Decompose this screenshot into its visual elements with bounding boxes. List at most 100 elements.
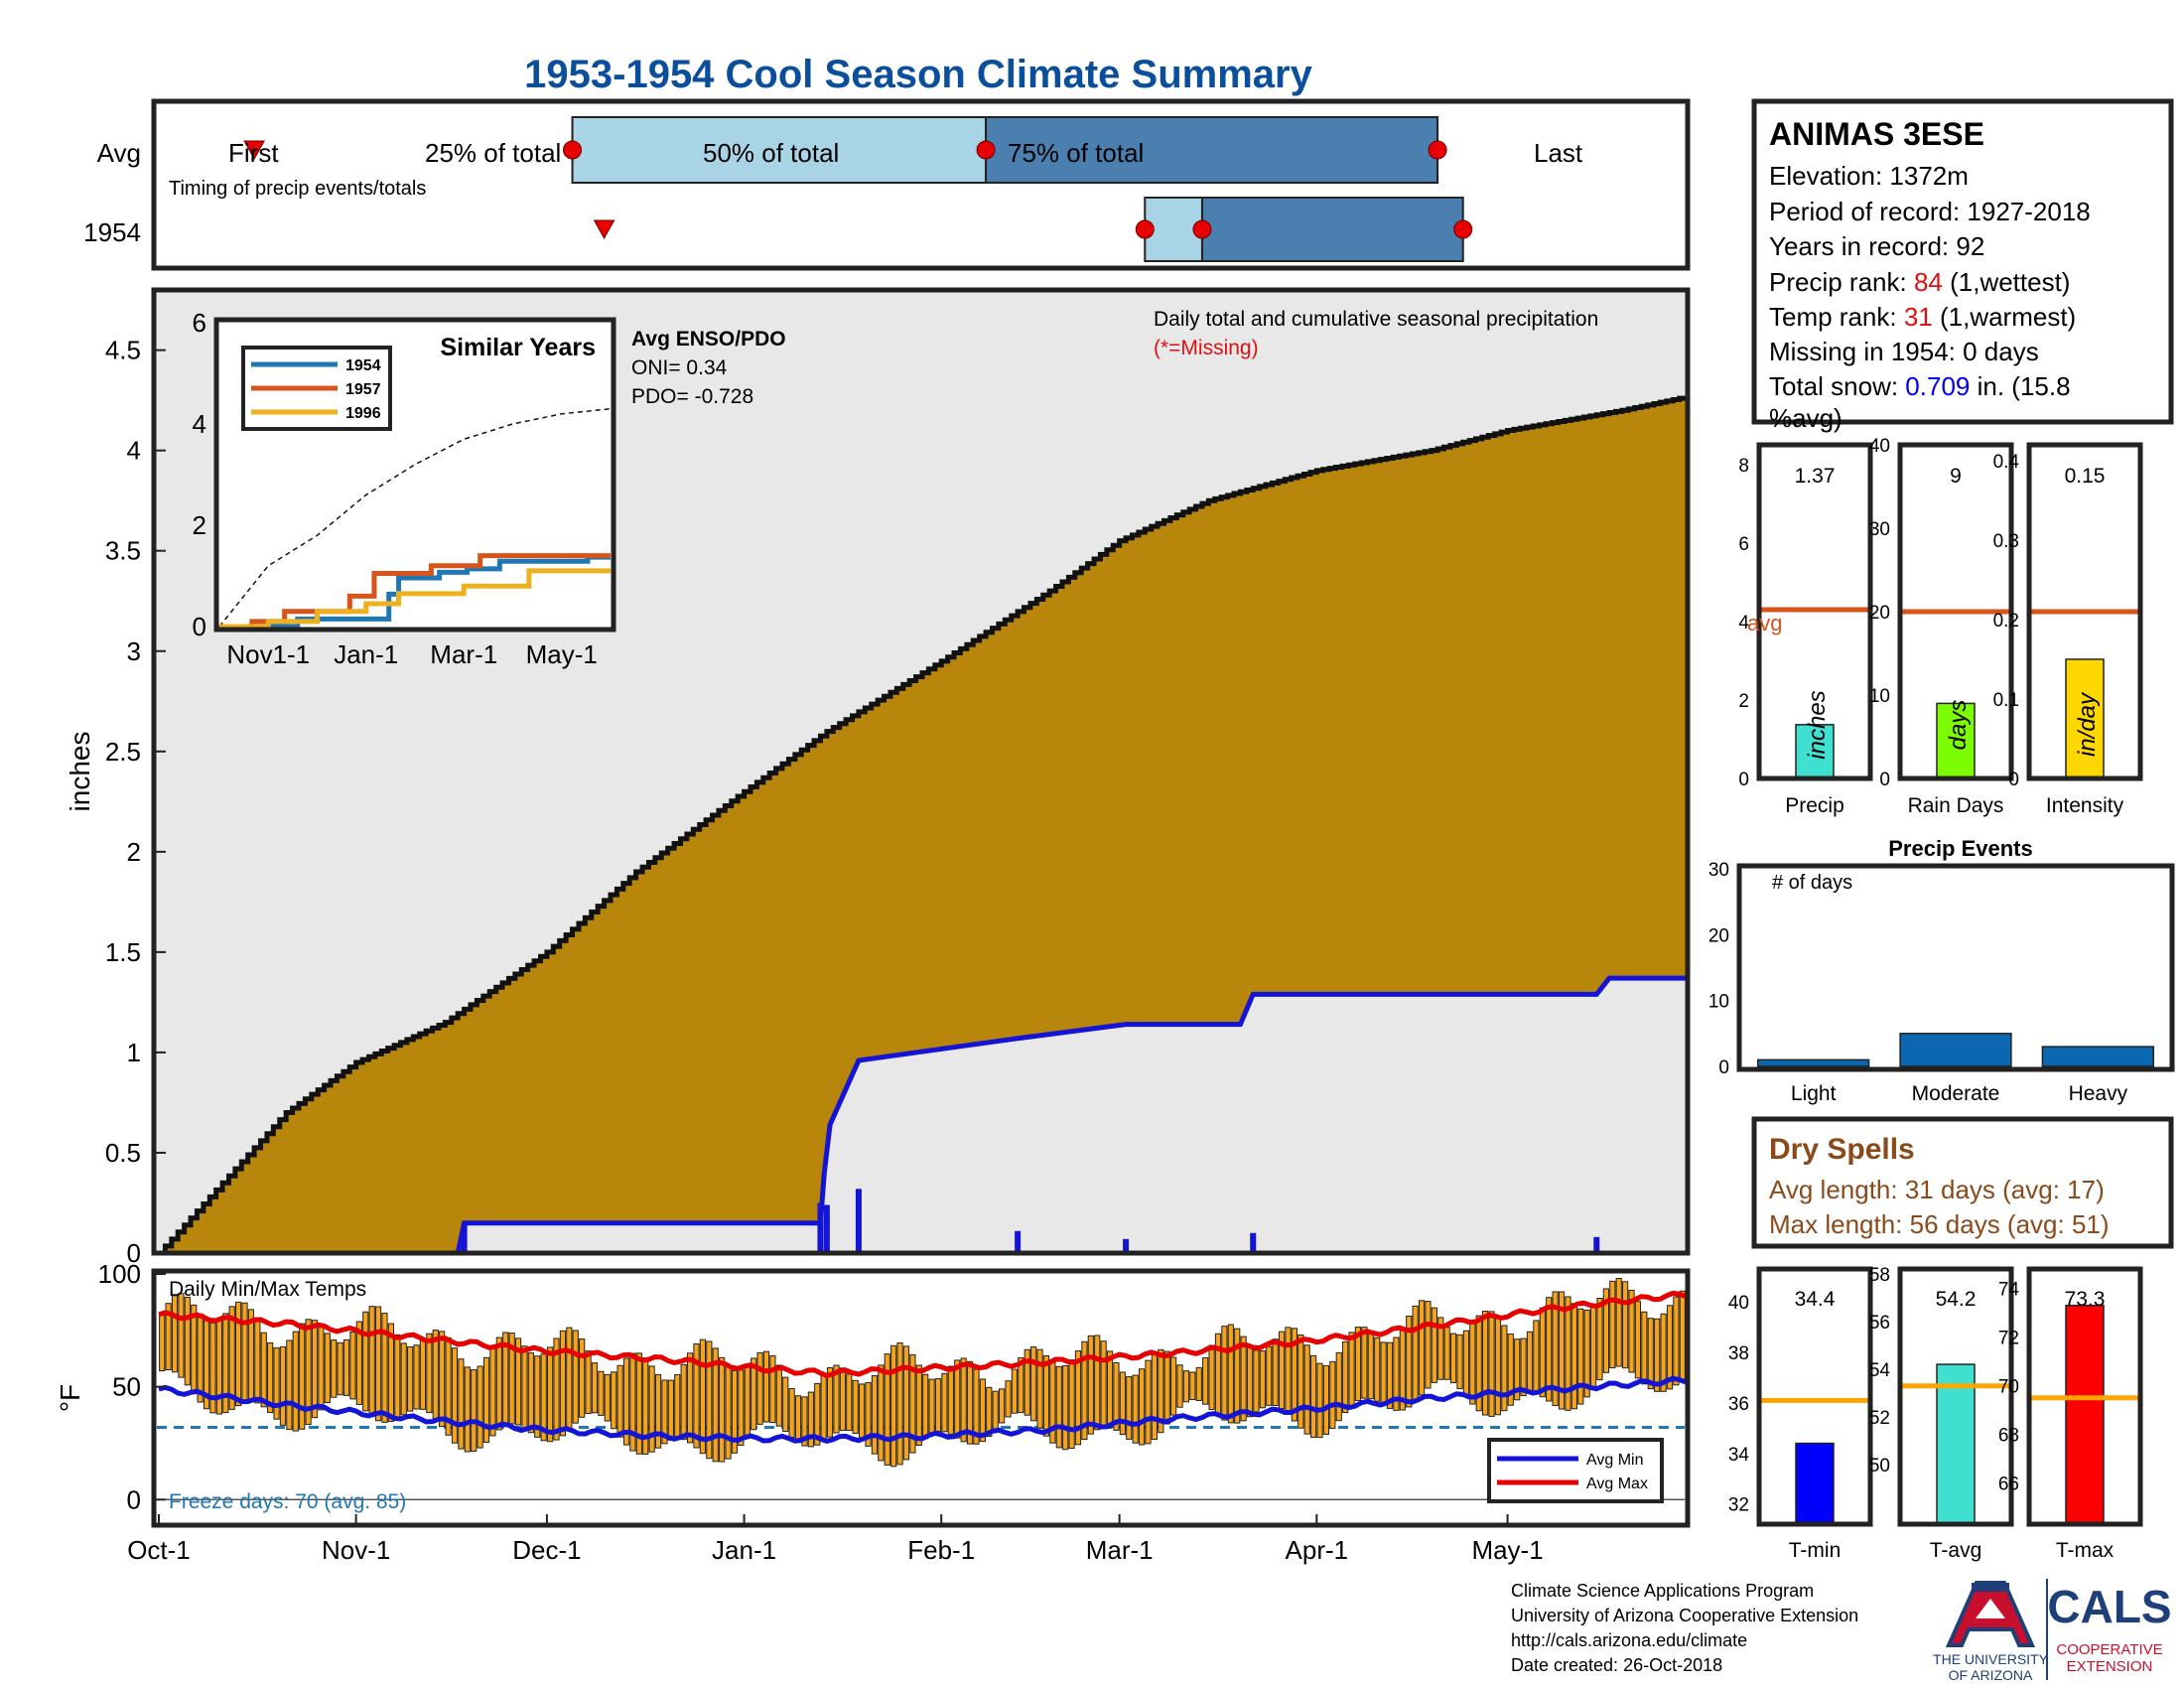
footer-line4: Date created: 26-Oct-2018 (1511, 1655, 1722, 1675)
totals-value-2: 0.15 (2065, 465, 2106, 488)
precip-ylabel: inches (65, 732, 95, 812)
temp-bar-148 (1100, 1340, 1107, 1429)
temp-bar-42 (426, 1333, 433, 1414)
temp-bar-129 (979, 1378, 986, 1443)
inset-axes: 0 2 4 6 Nov1-1 Jan-1 Mar-1 May-1 (193, 308, 598, 669)
y1954-p75-marker (1453, 219, 1473, 239)
temp-bar-143 (1068, 1359, 1075, 1449)
totals-ytick-2-2: 0.2 (1993, 611, 2019, 632)
season-cumulative-area (159, 978, 1686, 1253)
inset-xtick-label-2: Mar-1 (430, 639, 497, 669)
temp-bar-64 (566, 1327, 573, 1431)
temp-bar-126 (960, 1357, 967, 1443)
temp-bar-184 (1329, 1360, 1336, 1429)
temp-bar-159 (1170, 1356, 1177, 1416)
temp-bar-145 (1081, 1340, 1088, 1441)
temp-bar-12 (235, 1301, 242, 1407)
temp-bar-178 (1291, 1328, 1297, 1422)
totals-frame-0 (1756, 442, 1873, 781)
event-bar-heavy (2041, 1046, 2154, 1067)
temp-bar-210 (1494, 1316, 1502, 1416)
temp-bar-155 (1145, 1359, 1152, 1445)
freeze-days: Freeze days: 70 (avg. 85) (169, 1490, 406, 1513)
daily-total-bar-1 (817, 1202, 824, 1253)
temp-bar-175 (1272, 1338, 1279, 1407)
temp-bar-197 (1412, 1305, 1419, 1403)
event-label-heavy: Heavy (2069, 1082, 2128, 1105)
precip-frame (151, 287, 1691, 1256)
precip-ytick-label-9: 4.5 (105, 336, 141, 365)
station-years: Years in record: 92 (1769, 231, 1984, 261)
month-label-3: Jan-1 (712, 1535, 776, 1565)
month-label-1: Nov-1 (322, 1535, 390, 1565)
precip-panel: 0 0.5 1 1.5 2 2.5 3 3.5 4 4.5 inches Daily total … (65, 287, 1691, 1268)
timing-label-first: First (228, 138, 279, 168)
avg-box-50-75 (985, 116, 1439, 184)
temp-bar-136 (1024, 1348, 1030, 1416)
cals-line2: EXTENSION (2067, 1658, 2153, 1675)
temp-bar-65 (572, 1330, 579, 1424)
temp-bar-41 (419, 1338, 427, 1410)
temp-bar-82 (680, 1363, 687, 1441)
temp-bar-234 (1647, 1318, 1654, 1390)
temp-bar-182 (1316, 1362, 1323, 1439)
temp-bar-118 (909, 1353, 916, 1454)
inset-legend-label-1954: 1954 (345, 357, 381, 374)
tsum-ytick-1-1: 52 (1869, 1408, 1890, 1429)
temp-bar-31 (355, 1321, 362, 1405)
inset-series-1957 (219, 553, 611, 630)
precip-ytick-label-0: 0 (127, 1238, 141, 1268)
temp-bar-124 (947, 1365, 954, 1435)
ua-line1: THE UNIVERSITY (1933, 1651, 2049, 1667)
temp-bar-120 (922, 1373, 929, 1440)
temp-bar-137 (1030, 1345, 1037, 1422)
temp-bar-127 (966, 1360, 974, 1445)
temp-bar-50 (477, 1365, 483, 1449)
temp-bar-79 (661, 1379, 668, 1445)
inset-plot (218, 407, 612, 630)
temp-bar-177 (1285, 1327, 1292, 1415)
temp-bar-99 (788, 1388, 795, 1438)
temp-bar-204 (1456, 1334, 1463, 1390)
temp-label: Daily Min/Max Temps (169, 1278, 366, 1301)
temp-bar-235 (1654, 1318, 1661, 1392)
temp-legend-box (1487, 1438, 1664, 1503)
totals-unit-0: inches (1804, 690, 1831, 759)
inset-frame (213, 317, 616, 633)
legend-avg-min: Avg Min (1586, 1452, 1644, 1469)
totals-ytick-1-1: 10 (1869, 686, 1890, 707)
temp-bar-1 (165, 1303, 172, 1371)
tsum-frame-2 (2026, 1266, 2143, 1527)
tsum-frame-0 (1756, 1266, 1873, 1527)
tsum-ytick-0-0: 32 (1728, 1495, 1749, 1516)
dry-spells-max: Max length: 56 days (avg: 51) (1769, 1209, 2110, 1239)
temp-bar-25 (318, 1325, 325, 1411)
temp-ytick-label-2: 100 (98, 1259, 141, 1289)
temp-bar-233 (1641, 1311, 1648, 1385)
temp-panel: 0 50 100 °F Daily Min/Max Temps Freeze day… (55, 1259, 1691, 1565)
daily-total-bar-7 (1593, 1236, 1600, 1253)
daily-total-bar-4 (1015, 1230, 1022, 1253)
temp-bar-32 (362, 1311, 369, 1412)
totals-ytick-0-3: 6 (1738, 534, 1749, 555)
temp-bar-10 (222, 1313, 229, 1414)
temp-bar-6 (197, 1313, 204, 1403)
temp-bar-17 (267, 1341, 274, 1414)
daily-total-bar-5 (1123, 1238, 1130, 1253)
timing-label-last: Last (1534, 138, 1583, 168)
temp-bar-146 (1087, 1335, 1094, 1435)
totals-unit-1: days (1945, 700, 1972, 751)
tsum-bar-2 (2065, 1304, 2105, 1525)
dry-spells-title: Dry Spells (1769, 1133, 1915, 1166)
temp-bar-161 (1182, 1370, 1190, 1403)
tsum-ytick-0-2: 36 (1728, 1394, 1749, 1415)
temp-bar-191 (1374, 1336, 1381, 1402)
station-period: Period of record: 1927-2018 (1769, 197, 2091, 226)
temp-bar-68 (591, 1362, 599, 1414)
temp-bar-39 (407, 1345, 414, 1412)
temp-bar-131 (992, 1390, 999, 1431)
temp-bar-102 (807, 1391, 814, 1448)
month-label-4: Feb-1 (907, 1535, 975, 1565)
y1954-p25-marker (1135, 219, 1155, 239)
month-label-5: Mar-1 (1086, 1535, 1154, 1565)
